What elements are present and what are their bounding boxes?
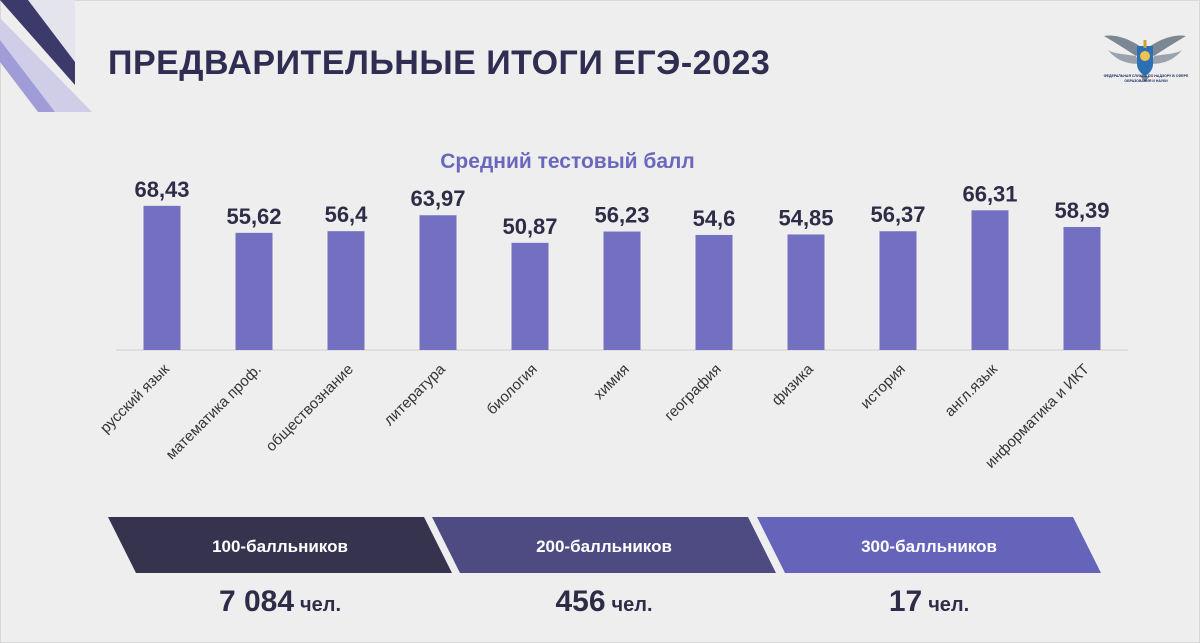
- value-label-4: 50,87: [502, 214, 557, 239]
- banner-label-200: 200-балльников: [536, 537, 672, 556]
- count-300-unit: чел.: [928, 594, 970, 616]
- category-label-2: обществознание: [263, 361, 357, 455]
- count-100: 7 084 чел.: [108, 585, 452, 619]
- bar-chart: 68,43 русский язык 55,62 математика проф. 56…: [97, 177, 1128, 472]
- category-label-9: англ.язык: [941, 360, 1001, 420]
- value-label-0: 68,43: [134, 177, 189, 202]
- value-label-9: 66,31: [962, 181, 1017, 206]
- bar-0: [143, 205, 181, 350]
- count-200-unit: чел.: [611, 594, 653, 616]
- value-label-3: 63,97: [410, 186, 465, 211]
- bar-8: [879, 231, 917, 350]
- count-100-value: 7 084: [218, 585, 295, 618]
- value-label-8: 56,37: [870, 202, 925, 227]
- value-label-7: 54,85: [778, 205, 833, 230]
- value-label-5: 56,23: [594, 203, 649, 228]
- bar-5: [603, 231, 641, 350]
- bar-9: [971, 210, 1009, 350]
- count-200: 456 чел.: [432, 585, 776, 619]
- value-label-1: 55,62: [226, 204, 281, 229]
- count-100-unit: чел.: [300, 594, 342, 616]
- corner-decoration: [0, 0, 92, 112]
- bar-1: [235, 232, 273, 350]
- count-300-value: 17: [888, 585, 923, 618]
- bar-2: [327, 231, 365, 350]
- category-label-7: физика: [769, 360, 818, 409]
- category-label-8: история: [857, 361, 908, 412]
- banner-label-100: 100-балльников: [212, 537, 348, 556]
- category-label-10: информатика и ИКТ: [982, 361, 1093, 472]
- bar-4: [511, 242, 549, 350]
- category-label-1: математика проф.: [163, 361, 265, 463]
- bar-3: [419, 215, 457, 350]
- banner-100: [108, 517, 452, 573]
- category-label-3: литература: [381, 360, 450, 429]
- slide-title: ПРЕДВАРИТЕЛЬНЫЕ ИТОГИ ЕГЭ-2023: [108, 44, 771, 82]
- rosobrnadzor-logo-icon: [1104, 35, 1186, 82]
- logo-caption: ФЕДЕРАЛЬНАЯ СЛУЖБА ПО НАДЗОРУ В СФЕРЕ ОБ…: [1103, 74, 1189, 83]
- bar-6: [695, 234, 733, 350]
- value-label-6: 54,6: [693, 206, 736, 231]
- value-label-2: 56,4: [325, 202, 369, 227]
- chart-title: Средний тестовый балл: [440, 150, 695, 173]
- bar-7: [787, 234, 825, 350]
- category-label-4: биология: [483, 361, 540, 418]
- count-300: 17 чел.: [757, 585, 1101, 619]
- banner-300: [757, 517, 1101, 573]
- category-label-0: русский язык: [97, 361, 173, 437]
- bar-10: [1063, 226, 1101, 350]
- count-200-value: 456: [555, 585, 606, 618]
- category-label-5: химия: [591, 361, 633, 403]
- banner-label-300: 300-балльников: [861, 537, 997, 556]
- category-label-6: география: [661, 361, 725, 425]
- banner-200: [432, 517, 776, 573]
- value-label-10: 58,39: [1054, 198, 1109, 223]
